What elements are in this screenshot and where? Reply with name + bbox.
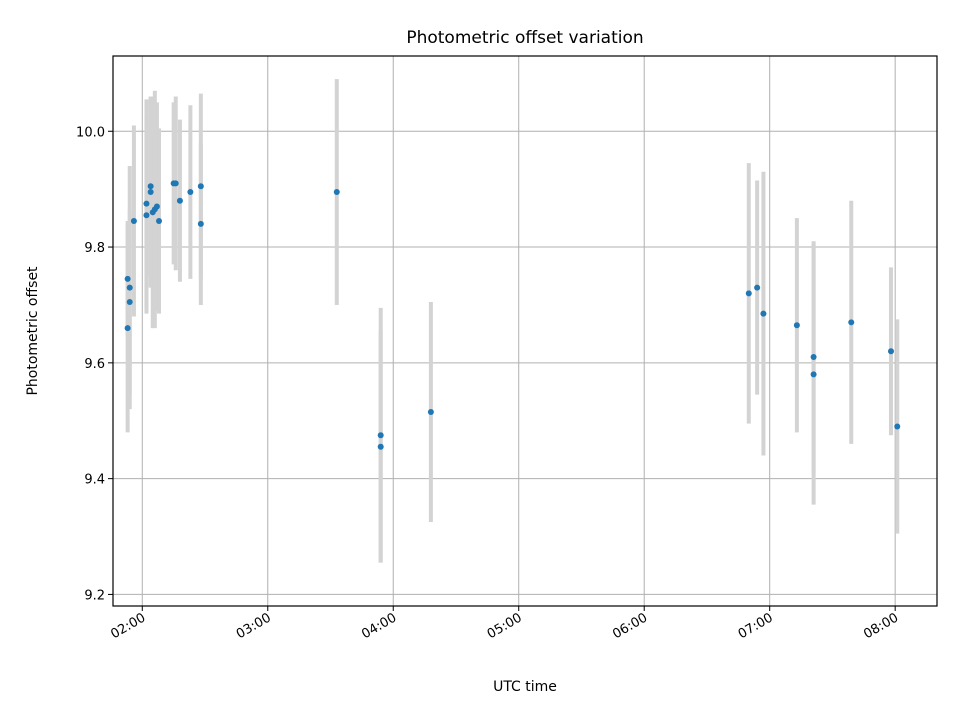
data-point <box>760 310 767 317</box>
x-tick-label: 08:00 <box>861 610 901 642</box>
error-bars <box>125 79 900 563</box>
x-tick-label: 02:00 <box>108 610 148 642</box>
x-tick-label: 07:00 <box>736 610 776 642</box>
grid <box>113 56 937 606</box>
data-point <box>187 189 194 196</box>
data-point <box>793 322 800 329</box>
data-point <box>333 189 340 196</box>
x-tick-label: 04:00 <box>359 610 399 642</box>
data-point <box>143 200 150 207</box>
data-point <box>126 284 133 291</box>
data-point <box>197 220 204 227</box>
data-point <box>153 203 160 210</box>
data-point <box>377 443 384 450</box>
data-point <box>848 319 855 326</box>
x-tick-label: 05:00 <box>485 610 525 642</box>
x-tick-label: 03:00 <box>234 610 274 642</box>
y-tick-label: 9.2 <box>84 588 105 603</box>
y-tick-label: 9.8 <box>84 241 105 256</box>
chart-title: Photometric offset variation <box>406 28 643 48</box>
y-tick-label: 10.0 <box>76 125 105 140</box>
data-point <box>894 423 901 430</box>
x-axis: 02:00 03:00 04:00 05:00 06:00 07:00 08:00 <box>108 606 901 642</box>
data-point <box>810 354 817 361</box>
data-point <box>124 325 131 332</box>
data-point <box>130 218 137 224</box>
x-tick-label: 06:00 <box>610 610 650 642</box>
data-point <box>745 290 752 297</box>
y-tick-label: 9.6 <box>84 357 105 372</box>
data-points <box>124 180 901 450</box>
data-point <box>754 284 761 291</box>
data-point <box>810 371 817 378</box>
data-point <box>427 409 434 416</box>
data-point <box>156 218 163 224</box>
data-point <box>377 432 384 439</box>
data-point <box>147 189 154 196</box>
data-point <box>147 183 154 190</box>
y-axis: 9.2 9.4 9.6 9.8 10.0 <box>76 125 113 603</box>
x-axis-label: UTC time <box>493 679 557 695</box>
data-point <box>176 197 183 204</box>
data-point <box>126 299 133 306</box>
data-point <box>197 183 204 190</box>
data-point <box>887 348 894 355</box>
data-point <box>172 180 179 187</box>
data-point <box>143 212 150 219</box>
data-point <box>124 275 131 282</box>
y-axis-label: Photometric offset <box>25 266 41 396</box>
plot-frame <box>112 55 938 607</box>
y-tick-label: 9.4 <box>84 473 105 488</box>
